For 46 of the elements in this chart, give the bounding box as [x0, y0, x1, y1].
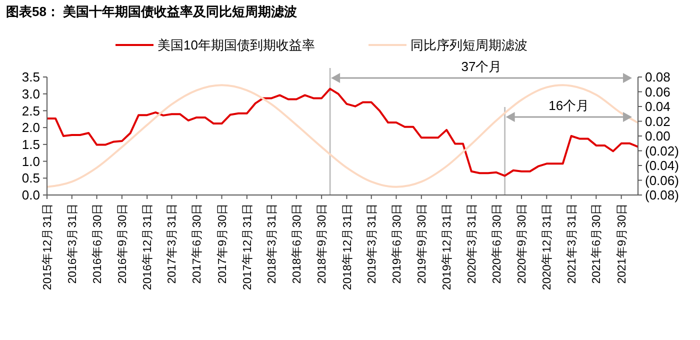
- x-tick-label: 2020年9月30日: [516, 203, 529, 284]
- y2-tick-label: 0.00: [645, 128, 670, 144]
- y2-tick-label: (0.04): [645, 158, 679, 174]
- x-tick-label: 2019年12月31日: [440, 203, 454, 290]
- x-tick-label: 2018年9月30日: [316, 203, 329, 284]
- y2-tick-label: 0.04: [645, 99, 670, 114]
- x-tick-label: 2017年3月31日: [166, 203, 179, 284]
- x-tick-label: 2016年3月31日: [66, 203, 79, 284]
- x-tick-label: 2021年6月30日: [590, 203, 604, 284]
- x-tick-label: 2021年9月30日: [615, 203, 628, 284]
- x-tick-label: 2021年3月31日: [565, 203, 578, 284]
- x-tick-label: 2020年12月31日: [540, 203, 554, 290]
- x-tick-label: 2019年3月31日: [365, 203, 378, 284]
- x-tick-label: 2015年12月31日: [41, 203, 54, 290]
- y-tick-label: 2.0: [22, 120, 40, 136]
- y-tick-label: 3.5: [22, 70, 40, 85]
- annotation: 16个月: [548, 98, 590, 113]
- x-tick-label: 2019年9月30日: [415, 203, 428, 284]
- y-tick-label: 1.5: [22, 136, 40, 152]
- y2-tick-label: 0.06: [645, 84, 670, 100]
- x-tick-label: 2017年6月30日: [190, 203, 204, 284]
- chart-title: 图表58： 美国十年期国债收益率及同比短周期滤波: [6, 4, 298, 19]
- x-tick-label: 2018年3月31日: [266, 203, 279, 284]
- legend-label: 美国10年期国债到期收益率: [158, 38, 315, 52]
- x-tick-label: 2020年6月30日: [490, 203, 504, 284]
- y2-tick-label: (0.08): [645, 188, 679, 203]
- x-tick-label: 2020年3月31日: [465, 203, 478, 284]
- legend-label: 同比序列短周期滤波: [410, 38, 528, 52]
- x-tick-label: 2017年9月30日: [216, 203, 229, 284]
- y-tick-label: 0.0: [22, 188, 40, 203]
- x-tick-label: 2017年12月31日: [240, 203, 254, 290]
- y-tick-label: 3.0: [22, 86, 40, 102]
- y-tick-label: 0.5: [22, 170, 40, 186]
- text: 37个月: [461, 59, 502, 74]
- y-tick-label: 2.5: [22, 103, 40, 118]
- x-tick-label: 2016年9月30日: [116, 203, 129, 284]
- x-tick-label: 2016年12月31日: [141, 203, 154, 290]
- y2-tick-label: (0.02): [645, 143, 679, 158]
- y2-tick-label: 0.08: [645, 70, 670, 85]
- y-tick-label: 1.0: [22, 154, 40, 169]
- x-tick-label: 2016年6月30日: [90, 203, 104, 284]
- x-tick-label: 2018年12月31日: [340, 203, 354, 290]
- x-tick-label: 2019年6月30日: [390, 203, 404, 284]
- y2-tick-label: 0.02: [645, 114, 670, 129]
- x-tick-label: 2018年6月30日: [290, 203, 304, 284]
- y2-tick-label: (0.06): [645, 172, 679, 188]
